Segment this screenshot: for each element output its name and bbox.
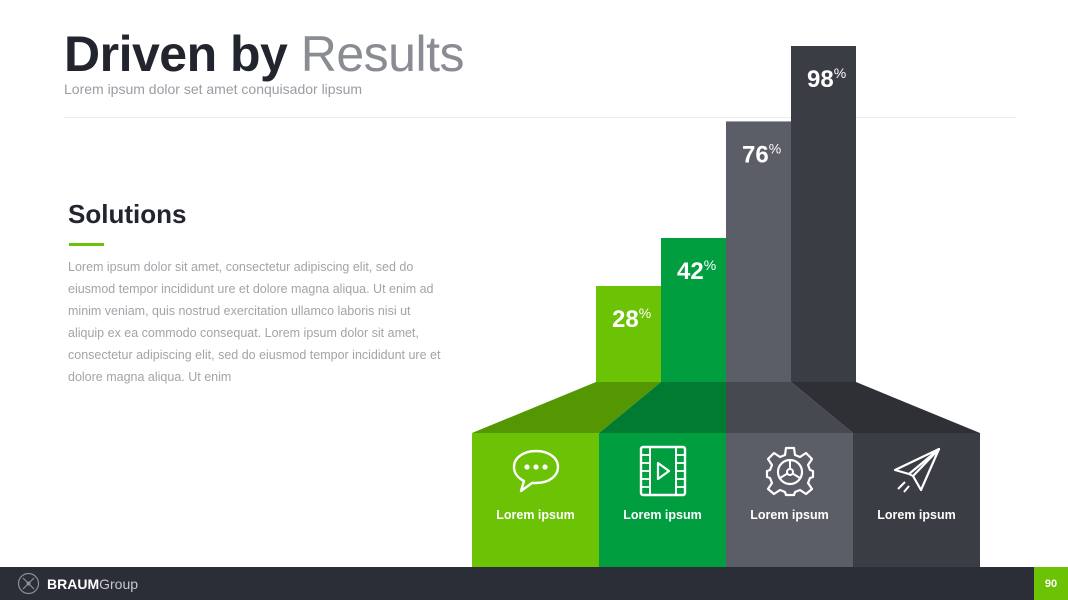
paper-plane-icon [853,443,980,499]
brand-light: Group [99,576,139,592]
bar-floor-4 [791,382,980,433]
chat-bubble-icon [472,443,599,499]
category-label-3: Lorem ipsum [750,508,829,522]
bar-1 [596,286,661,382]
bar-4 [791,46,856,382]
solutions-body-text: Lorem ipsum dolor sit amet, consectetur … [68,260,441,384]
header-divider [64,117,1016,118]
category-label-4: Lorem ipsum [877,508,956,522]
title-bold: Driven by [64,26,288,82]
gear-icon [726,443,853,499]
bar-3 [726,121,791,382]
braum-logo-icon [17,572,40,595]
results-bar-chart: 28% 42% 76% 98% [472,46,980,567]
category-panel-2 [599,433,726,567]
film-play-icon [599,443,726,499]
title-light: Results [300,26,465,82]
value-label-1: 28% [612,305,651,333]
page-title: Driven by Results [64,26,465,82]
category-label-1: Lorem ipsum [496,508,575,522]
value-label-2: 42% [677,257,716,285]
category-panel-4 [853,433,980,567]
category-panel-3 [726,433,853,567]
bar-floor-2 [599,382,726,433]
bar-floor-1 [472,382,661,433]
bar-floor-3 [726,382,853,433]
brand-bold: BRAUM [47,576,100,592]
page-subtitle: Lorem ipsum dolor set amet conquisador l… [64,81,363,97]
category-label-2: Lorem ipsum [623,508,702,522]
value-label-3: 76% [742,140,781,168]
page-number: 90 [1034,567,1068,600]
footer-bar [0,567,1068,600]
category-panel-1 [472,433,599,567]
brand-name: BRAUMGroup [47,576,138,592]
value-label-4: 98% [807,65,846,93]
solutions-accent-line [69,243,104,246]
bar-2 [661,238,726,382]
solutions-heading: Solutions [68,199,187,229]
